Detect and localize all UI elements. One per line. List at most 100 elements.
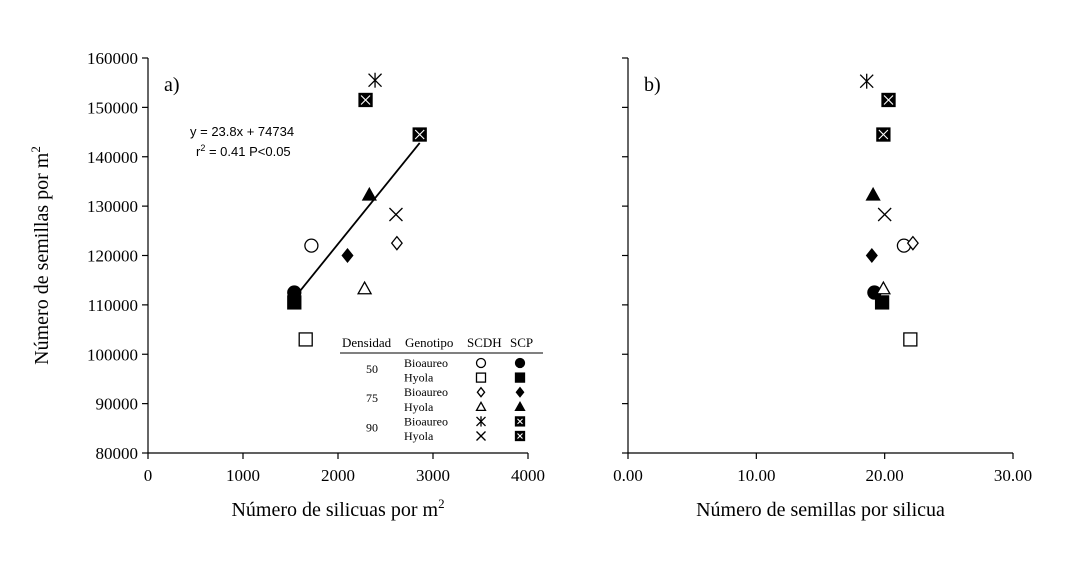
panel-a-point-6-shape [356,280,373,295]
panel-b-point-6 [875,280,891,295]
panel-a-legend-genotipo-4: Bioaureo [404,414,448,428]
panel-a-panel-label: a) [164,74,180,96]
panel-b-point-2 [903,332,918,347]
panel-a-point-4 [390,235,403,251]
panel-a-point-2-shape [298,332,313,347]
panel-a-legend-genotipo-2: Bioaureo [404,385,448,399]
panel-a-legend-genotipo-5: Hyola [404,429,434,443]
panel-a-legend-scp-marker-0-shape [514,357,526,369]
panel-a-x-tick-label-2: 2000 [321,466,355,485]
panel-b-x-axis-label: Número de semillas por silicua [696,499,945,521]
panel-b-x-tick-label-0: 0.00 [613,466,643,485]
panel-a-legend-scdh-marker-3 [475,400,487,412]
panel-b: 0.00 10.00 20.00 30.00 Número de semillas po… [613,57,1032,521]
panel-a-point-0 [304,238,319,253]
panel-b-point-5-shape [865,247,878,264]
panel-a-y-axis-label-sup: 2 [28,146,43,153]
panel-a-point-0-shape [304,238,319,253]
panel-a: 80000 90000 100000 110000 120000 130000 140000… [28,49,545,521]
panel-a-legend-scp-marker-1 [514,372,526,383]
panel-a-point-7 [361,186,377,201]
panel-a-x-tick-label-4: 4000 [511,466,545,485]
panel-b-point-10-stroke-2 [877,207,892,222]
panel-b-point-0 [896,238,912,253]
panel-a-y-tick-label-8: 160000 [87,49,138,68]
panel-a-legend-scdh-marker-0 [475,357,487,369]
panel-a-point-2 [298,332,313,347]
panel-b-point-2-shape [903,332,918,347]
panel-a-legend-scdh-marker-5-stroke-2 [476,431,486,441]
panel-b-point-9 [881,92,896,108]
panel-a-legend-scp-marker-0 [514,357,526,369]
panel-b-point-10 [877,207,892,222]
panel-a-legend-scdh-marker-1 [475,372,487,383]
panel-b-point-11 [876,127,891,142]
panel-b-x-tick-label-1: 10.00 [737,466,775,485]
panel-a-legend-header-3: SCP [510,335,533,350]
panel-a-point-5-shape [341,247,354,264]
panel-a-legend-scdh-marker-0-shape [475,357,487,369]
panel-b-x-tick-label-3: 30.00 [994,466,1032,485]
panel-b-point-5 [865,247,878,264]
panel-a-point-9 [358,92,373,108]
panel-a-y-tick-label-5: 130000 [87,197,138,216]
panel-a-y-tick-label-7: 150000 [87,98,138,117]
panel-a-legend-genotipo-0: Bioaureo [404,356,448,370]
panel-a-point-11-cross-2 [414,129,425,140]
panel-a-y-tick-label-4: 120000 [87,247,138,266]
panel-a-point-4-shape [390,235,403,251]
panel-a-legend-scp-marker-5 [514,430,526,442]
panel-a-legend-scdh-marker-2 [476,386,486,398]
panel-a-point-3 [287,295,302,310]
panel-a-legend-scp-marker-3 [514,400,526,412]
panel-a-legend-densidad-2: 75 [366,391,378,405]
panel-a-x-tick-label-1: 1000 [226,466,260,485]
panel-b-point-8 [859,73,874,89]
panel-a-legend-header-2: SCDH [467,335,502,350]
panel-a-trendline-equation: y = 23.8x + 74734 [190,124,294,139]
panel-a-trendline [293,142,421,299]
panel-a-trendline-r2-sup: 2 [200,143,205,153]
panel-a-legend-scdh-marker-2-shape [476,386,486,398]
panel-a-y-tick-label-0: 80000 [96,444,139,463]
panel-a-legend-header-1: Genotipo [405,335,453,350]
panel-a-legend-scp-marker-1-shape [514,372,526,383]
panel-a-point-10-stroke-2 [388,207,403,222]
panel-a-y-tick-label-1: 90000 [96,395,139,414]
panel-a-x-tick-label-3: 3000 [416,466,450,485]
panel-a-legend-scdh-marker-5 [476,431,486,441]
panel-a-point-9-cross-2 [360,95,371,105]
panel-a-legend-scp-marker-3-shape [514,400,526,412]
panel-b-x-tick-label-2: 20.00 [866,466,904,485]
panel-a-legend-scp-marker-2 [515,386,525,398]
panel-a-y-tick-label-6: 140000 [87,148,138,167]
panel-a-point-7-shape [361,186,377,201]
panel-a-trendline-r2-value: = 0.41 P<0.05 [205,144,290,159]
panel-b-point-7 [865,186,881,201]
panel-a-x-axis-label-sup: 2 [438,496,445,511]
panel-b-panel-label: b) [644,74,661,96]
panel-a-legend-scp-marker-2-shape [515,386,525,398]
panel-b-point-4 [906,235,919,251]
panel-b-point-3 [874,295,890,310]
panel-a-trendline-r2: r2 = 0.41 P<0.05 [196,143,291,159]
panel-a-x-axis-label: Número de silicuas por m2 [231,496,444,521]
panel-a-legend-scdh-marker-1-shape [475,372,487,383]
panel-a-legend-scdh-marker-4 [476,416,486,427]
panel-a-legend-scdh-marker-3-shape [475,400,487,412]
panel-a-point-11 [412,127,427,142]
panel-a-legend-densidad-4: 90 [366,420,378,434]
panel-a-y-axis-label: Número de semillas por m2 [28,146,53,365]
panel-b-point-11-cross-2 [878,129,889,140]
panel-a-legend-scp-marker-5-cross-2 [517,433,523,439]
panel-b-point-0-shape [896,238,912,253]
panel-b-point-6-shape [875,280,891,295]
panel-a-legend-scp-marker-4-cross-2 [517,418,523,425]
panel-a-legend-densidad-0: 50 [366,362,378,376]
panel-a-point-3-shape [287,295,302,310]
panel-a-point-6 [356,280,373,295]
panel-a-y-tick-label-3: 110000 [88,296,138,315]
panel-b-point-7-shape [865,186,881,201]
